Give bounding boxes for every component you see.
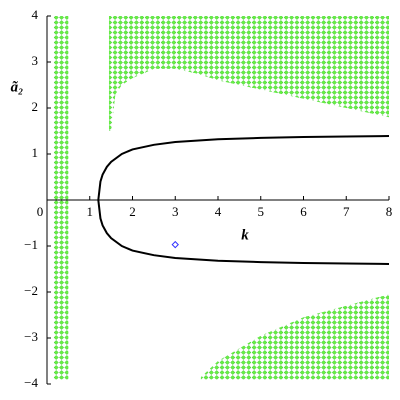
x-tick-label: 0	[37, 204, 44, 219]
region	[53, 16, 69, 380]
x-axis-label: k	[241, 227, 249, 243]
y-tick-label: −1	[24, 237, 38, 252]
x-tick-label: 5	[258, 204, 265, 219]
curve	[97, 135, 390, 201]
y-tick-label: 3	[32, 53, 39, 68]
point	[171, 240, 179, 249]
y-tick-label: −4	[24, 375, 38, 390]
y-tick-label: 4	[32, 7, 39, 22]
region	[200, 294, 389, 380]
x-tick-label: 6	[300, 204, 307, 219]
y-tick-label: 2	[32, 99, 39, 114]
region	[108, 16, 390, 131]
x-tick-label: 7	[343, 204, 350, 219]
x-tick-label: 4	[215, 204, 222, 219]
y-tick-label: −3	[24, 329, 38, 344]
y-axis-label: ã₂	[11, 79, 24, 95]
x-tick-label: 3	[172, 204, 179, 219]
y-tick-label: −2	[24, 283, 38, 298]
x-tick-label: 8	[386, 204, 393, 219]
x-tick-label: 1	[87, 204, 94, 219]
x-tick-label: 2	[129, 204, 136, 219]
y-tick-label: 1	[32, 145, 39, 160]
curve	[97, 199, 390, 265]
